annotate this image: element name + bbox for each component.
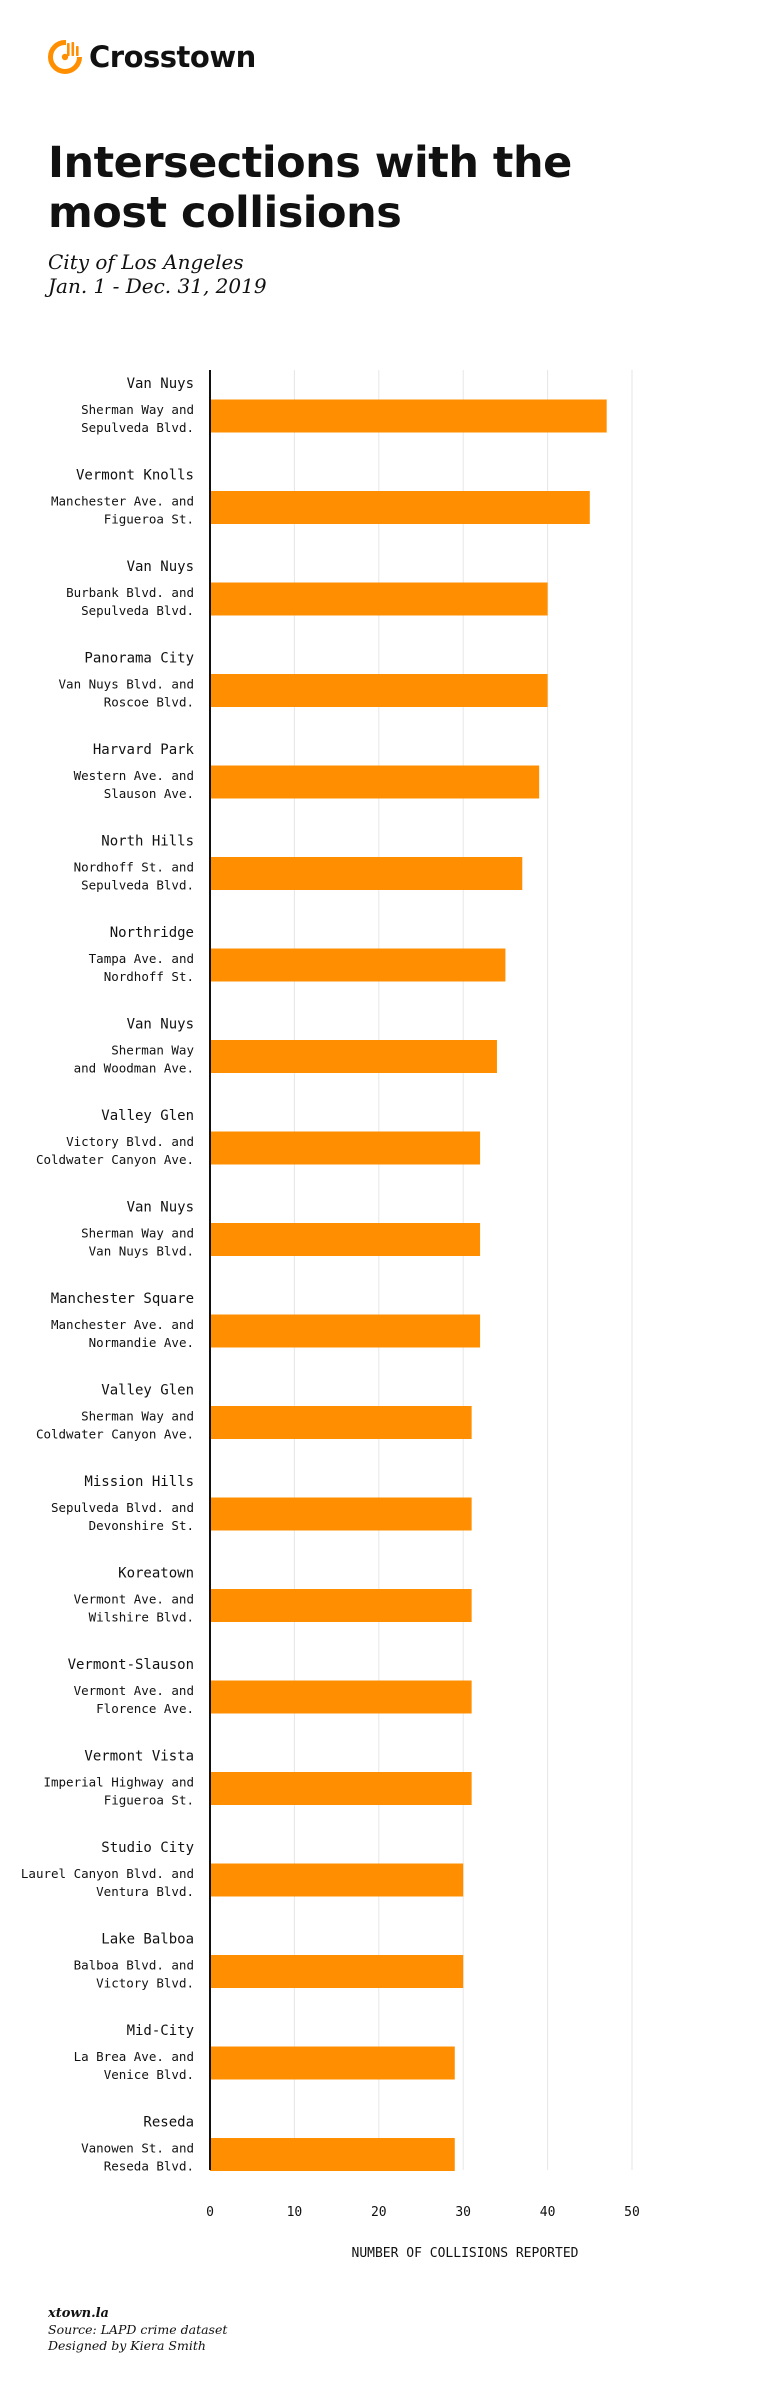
category-intersection-5-line-2: Slauson Ave.: [104, 786, 194, 801]
category-intersection-3-line-2: Sepulveda Blvd.: [81, 603, 194, 618]
category-intersection-12-line-2: Coldwater Canyon Ave.: [36, 1427, 194, 1442]
category-intersection-14-line-1: Vermont Ave. and: [74, 1592, 194, 1607]
category-neighborhood-15: Vermont-Slauson: [68, 1657, 194, 1673]
category-intersection-6-line-1: Nordhoff St. and: [74, 860, 194, 875]
category-intersection-7-line-1: Tampa Ave. and: [89, 951, 194, 966]
footer: xtown.la Source: LAPD crime dataset Desi…: [48, 2306, 227, 2354]
bar-15: [210, 1680, 472, 1714]
category-intersection-9-line-2: Coldwater Canyon Ave.: [36, 1152, 194, 1167]
category-neighborhood-12: Valley Glen: [101, 1383, 194, 1399]
footer-designer: Designed by Kiera Smith: [48, 2338, 206, 2353]
category-intersection-5-line-1: Western Ave. and: [74, 768, 194, 783]
category-neighborhood-10: Van Nuys: [127, 1200, 194, 1216]
category-neighborhood-16: Vermont Vista: [84, 1749, 194, 1765]
footer-site[interactable]: xtown.la: [48, 2306, 109, 2321]
category-intersection-9-line-1: Victory Blvd. and: [66, 1134, 194, 1149]
x-tick-label-30: 30: [455, 2205, 471, 2220]
category-intersection-18-line-1: Balboa Blvd. and: [74, 1958, 194, 1973]
category-neighborhood-8: Van Nuys: [127, 1017, 194, 1033]
category-intersection-11-line-1: Manchester Ave. and: [51, 1317, 194, 1332]
bar-6: [210, 857, 523, 890]
category-intersection-19-line-1: La Brea Ave. and: [74, 2049, 194, 2064]
category-neighborhood-14: Koreatown: [118, 1566, 194, 1582]
bar-1: [210, 399, 607, 433]
page-title: Intersections with the most collisions: [48, 138, 572, 238]
category-intersection-17-line-2: Ventura Blvd.: [96, 1884, 194, 1899]
category-neighborhood-2: Vermont Knolls: [76, 468, 194, 484]
bar-17: [210, 1863, 464, 1897]
category-intersection-19-line-2: Venice Blvd.: [104, 2067, 194, 2082]
category-intersection-15-line-1: Vermont Ave. and: [74, 1683, 194, 1698]
subtitle: City of Los Angeles Jan. 1 - Dec. 31, 20…: [48, 250, 267, 298]
bar-3: [210, 582, 548, 616]
category-neighborhood-18: Lake Balboa: [101, 1932, 194, 1948]
bar-14: [210, 1589, 472, 1622]
category-intersection-4-line-1: Van Nuys Blvd. and: [59, 677, 194, 692]
brand-logo[interactable]: Crosstown: [48, 40, 256, 74]
category-neighborhood-3: Van Nuys: [127, 559, 194, 575]
category-intersection-1-line-1: Sherman Way and: [81, 402, 194, 417]
category-intersection-6-line-2: Sepulveda Blvd.: [81, 878, 194, 893]
x-tick-label-10: 10: [287, 2205, 303, 2220]
bar-11: [210, 1314, 481, 1348]
crosstown-logo-icon: [48, 40, 82, 74]
bar-19: [210, 2046, 455, 2080]
category-intersection-10-line-1: Sherman Way and: [81, 1226, 194, 1241]
category-neighborhood-6: North Hills: [101, 834, 194, 850]
subtitle-date-range: Jan. 1 - Dec. 31, 2019: [48, 274, 267, 298]
category-neighborhood-4: Panorama City: [84, 651, 194, 667]
category-neighborhood-7: Northridge: [110, 925, 194, 941]
category-intersection-3-line-1: Burbank Blvd. and: [66, 585, 194, 600]
category-intersection-1-line-2: Sepulveda Blvd.: [81, 420, 194, 435]
category-intersection-13-line-2: Devonshire St.: [89, 1518, 194, 1533]
category-neighborhood-19: Mid-City: [127, 2023, 194, 2039]
bar-2: [210, 491, 590, 524]
category-intersection-20-line-2: Reseda Blvd.: [104, 2159, 194, 2174]
category-intersection-11-line-2: Normandie Ave.: [89, 1335, 194, 1350]
category-neighborhood-9: Valley Glen: [101, 1108, 194, 1124]
category-intersection-8-line-1: Sherman Way: [111, 1043, 194, 1058]
category-intersection-13-line-1: Sepulveda Blvd. and: [51, 1500, 194, 1515]
category-intersection-16-line-2: Figueroa St.: [104, 1793, 194, 1808]
category-intersection-12-line-1: Sherman Way and: [81, 1409, 194, 1424]
category-intersection-17-line-1: Laurel Canyon Blvd. and: [21, 1866, 194, 1881]
category-intersection-14-line-2: Wilshire Blvd.: [89, 1610, 194, 1625]
category-intersection-16-line-1: Imperial Highway and: [43, 1775, 194, 1790]
category-neighborhood-20: Reseda: [143, 2115, 194, 2131]
bar-9: [210, 1131, 481, 1165]
category-neighborhood-1: Van Nuys: [127, 376, 194, 392]
bar-8: [210, 1040, 497, 1073]
bar-5: [210, 765, 540, 799]
category-neighborhood-17: Studio City: [101, 1840, 194, 1856]
category-intersection-2-line-1: Manchester Ave. and: [51, 494, 194, 509]
x-tick-label-40: 40: [540, 2205, 556, 2220]
subtitle-location: City of Los Angeles: [48, 250, 244, 274]
bar-4: [210, 674, 548, 707]
bar-12: [210, 1406, 472, 1439]
category-intersection-10-line-2: Van Nuys Blvd.: [89, 1244, 194, 1259]
category-intersection-18-line-2: Victory Blvd.: [96, 1976, 194, 1991]
category-intersection-8-line-2: and Woodman Ave.: [74, 1061, 194, 1076]
category-intersection-20-line-1: Vanowen St. and: [81, 2141, 194, 2156]
x-tick-label-20: 20: [371, 2205, 387, 2220]
category-intersection-15-line-2: Florence Ave.: [96, 1701, 194, 1716]
category-intersection-2-line-2: Figueroa St.: [104, 512, 194, 527]
bar-20: [210, 2138, 455, 2171]
brand-name: Crosstown: [89, 40, 256, 74]
bar-13: [210, 1497, 472, 1531]
bar-16: [210, 1772, 472, 1805]
bar-10: [210, 1223, 481, 1256]
category-neighborhood-11: Manchester Square: [51, 1291, 194, 1307]
category-neighborhood-5: Harvard Park: [93, 742, 195, 758]
category-intersection-7-line-2: Nordhoff St.: [104, 969, 194, 984]
category-intersection-4-line-2: Roscoe Blvd.: [104, 695, 194, 710]
x-axis-label: NUMBER OF COLLISIONS REPORTED: [352, 2246, 579, 2261]
x-tick-label-0: 0: [206, 2205, 214, 2220]
bar-chart: Van Nuys Sherman Way and Sepulveda Blvd. Ve…: [21, 370, 640, 2261]
bar-18: [210, 1955, 464, 1988]
category-neighborhood-13: Mission Hills: [84, 1474, 194, 1490]
footer-source: Source: LAPD crime dataset: [48, 2322, 228, 2337]
x-tick-label-50: 50: [624, 2205, 640, 2220]
bar-7: [210, 948, 506, 982]
